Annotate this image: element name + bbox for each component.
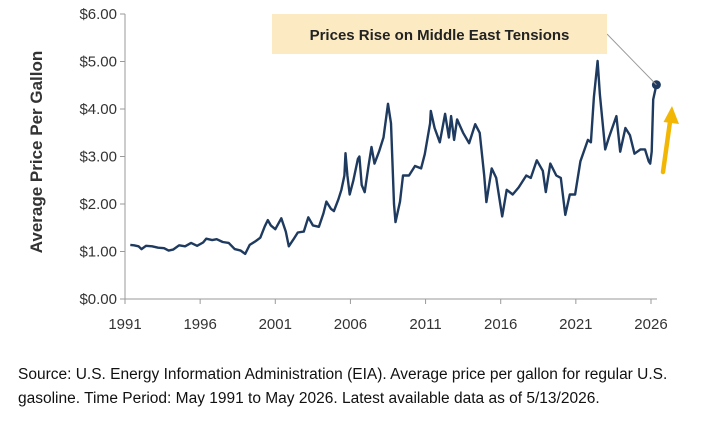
x-tick-label: 1996: [183, 316, 216, 333]
x-tick-label: 2021: [559, 316, 592, 333]
x-tick-label: 2011: [409, 316, 441, 333]
x-tick-label: 2001: [259, 316, 292, 333]
arrow-head: [663, 106, 679, 124]
y-tick-label: $1.00: [79, 244, 117, 261]
x-tick-label: 2026: [634, 316, 667, 333]
annotation-box: [272, 14, 607, 54]
y-tick-label: $5.00: [79, 54, 117, 71]
source-note: Source: U.S. Energy Information Administ…: [18, 366, 668, 407]
annotation-group: Prices Rise on Middle East Tensions: [272, 14, 657, 86]
y-tick-label: $0.00: [79, 291, 117, 308]
annotation-leader-line: [606, 33, 657, 86]
y-axis: $0.00 $1.00 $2.00 $3.00 $4.00 $5.00 $6.00: [79, 6, 126, 308]
annotation-text: Prices Rise on Middle East Tensions: [310, 27, 570, 44]
rising-arrow-icon: [660, 106, 679, 175]
x-tick-label: 1991: [108, 316, 141, 333]
x-tick-label: 2006: [334, 316, 367, 333]
gas-price-chart: $0.00 $1.00 $2.00 $3.00 $4.00 $5.00 $6.00 1991…: [27, 6, 679, 333]
x-axis: 1991 1996 2001 2006 2011 2016 2021 2026: [108, 298, 668, 333]
y-tick-label: $3.00: [79, 149, 117, 166]
arrow-shaft: [660, 113, 674, 175]
series-group: [130, 59, 661, 256]
y-tick-label: $2.00: [79, 196, 117, 213]
y-tick-label: $4.00: [79, 101, 117, 118]
x-tick-label: 2016: [484, 316, 517, 333]
price-series-line: [130, 59, 658, 256]
y-axis-label: Average Price Per Gallon: [27, 51, 46, 254]
y-tick-label: $6.00: [79, 6, 117, 23]
